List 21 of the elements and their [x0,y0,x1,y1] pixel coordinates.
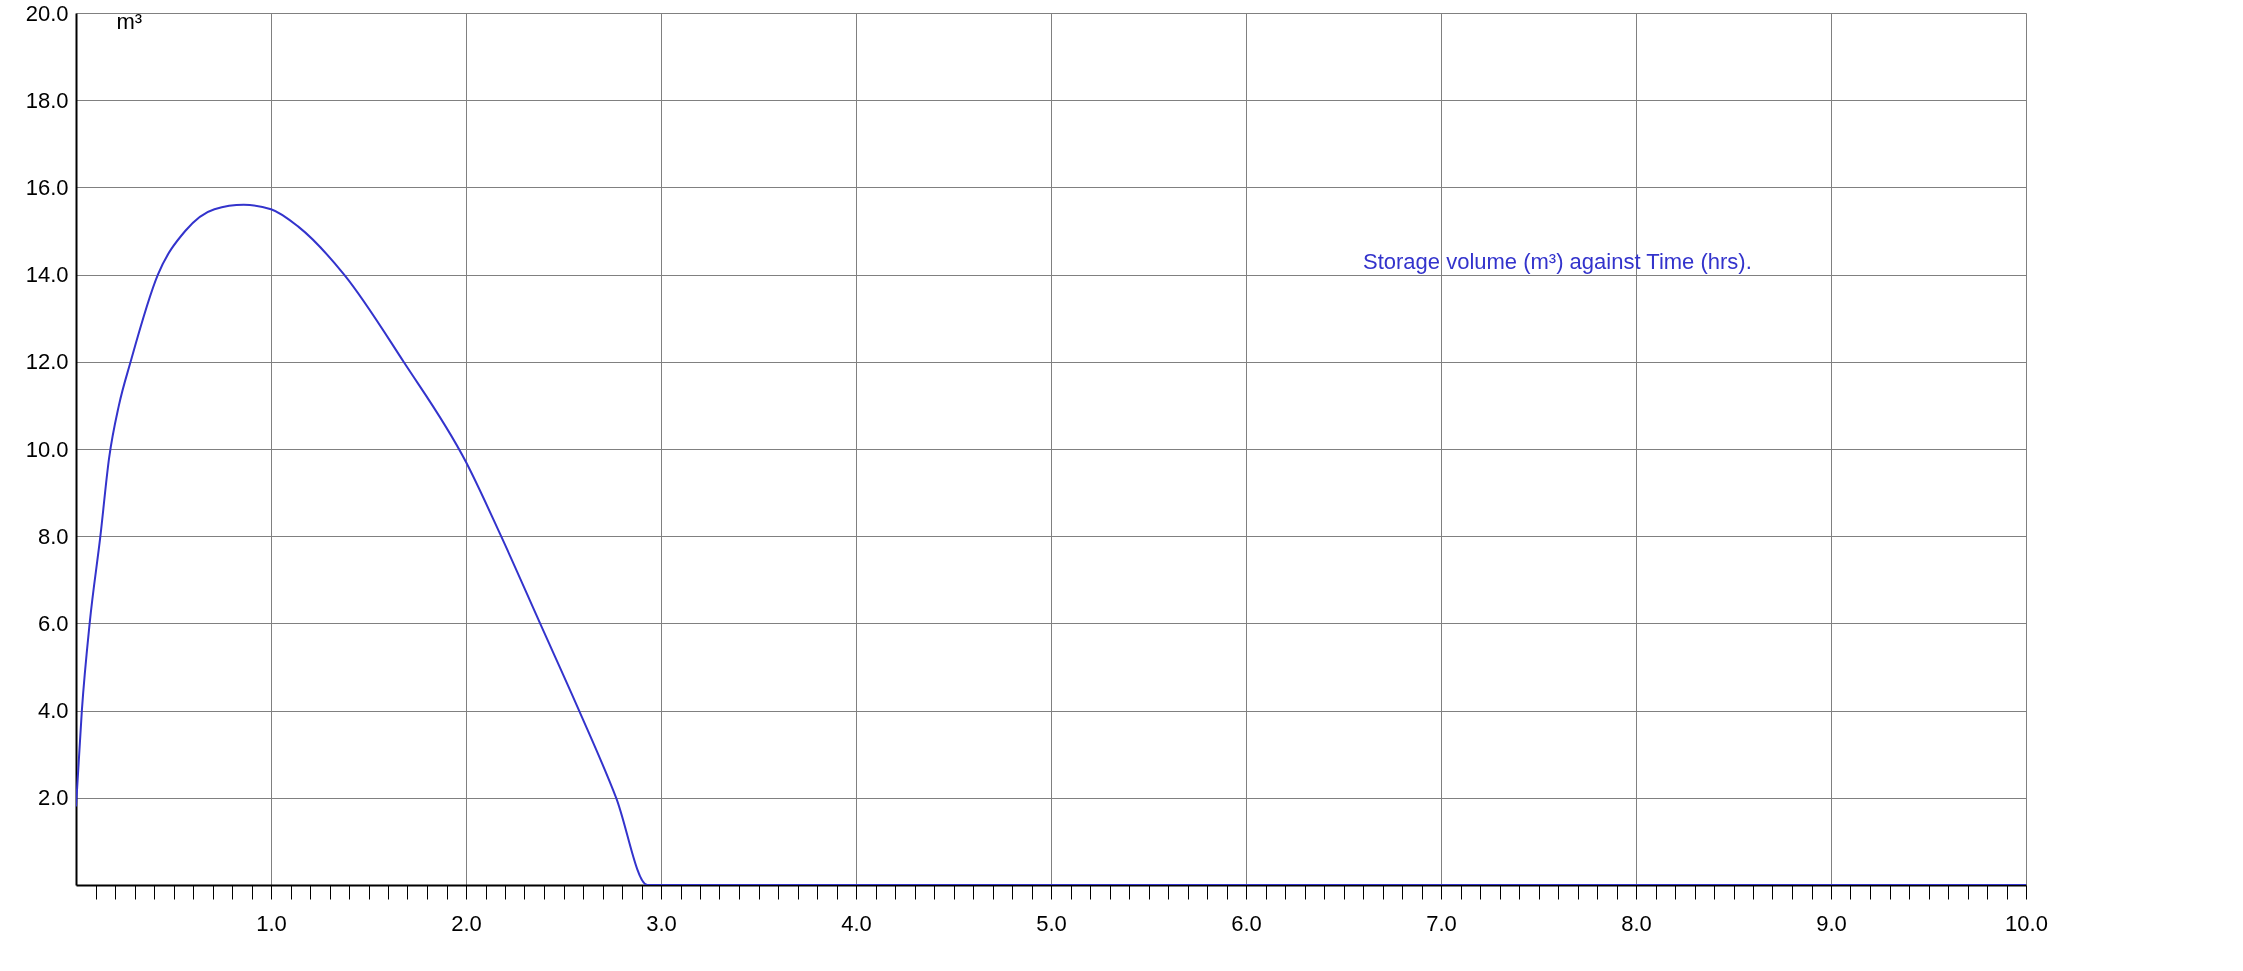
x-tick-label: 9.0 [1816,910,1847,936]
y-tick-label: 12.0 [25,349,69,375]
y-axis-title: m³ [116,8,143,34]
x-tick-label: 1.0 [256,910,287,936]
y-tick-label: 20.0 [25,0,69,26]
y-tick-label: 16.0 [25,174,69,200]
x-tick-label: 8.0 [1621,910,1652,936]
y-tick-label: 2.0 [37,785,69,811]
y-tick-label: 14.0 [25,262,69,288]
y-tick-label: 4.0 [37,698,69,724]
y-tick-label: 10.0 [25,436,69,462]
x-tick-label: 7.0 [1426,910,1457,936]
x-tick-label: 6.0 [1231,910,1262,936]
x-tick-label: 5.0 [1036,910,1067,936]
x-tick-label: 4.0 [841,910,872,936]
x-tick-label: 2.0 [451,910,482,936]
y-tick-label: 8.0 [37,523,69,549]
y-tick-label: 18.0 [25,87,69,113]
y-tick-label: 6.0 [37,610,69,636]
x-tick-label: 10.0 [2005,910,2048,936]
x-tick-label: 3.0 [646,910,677,936]
